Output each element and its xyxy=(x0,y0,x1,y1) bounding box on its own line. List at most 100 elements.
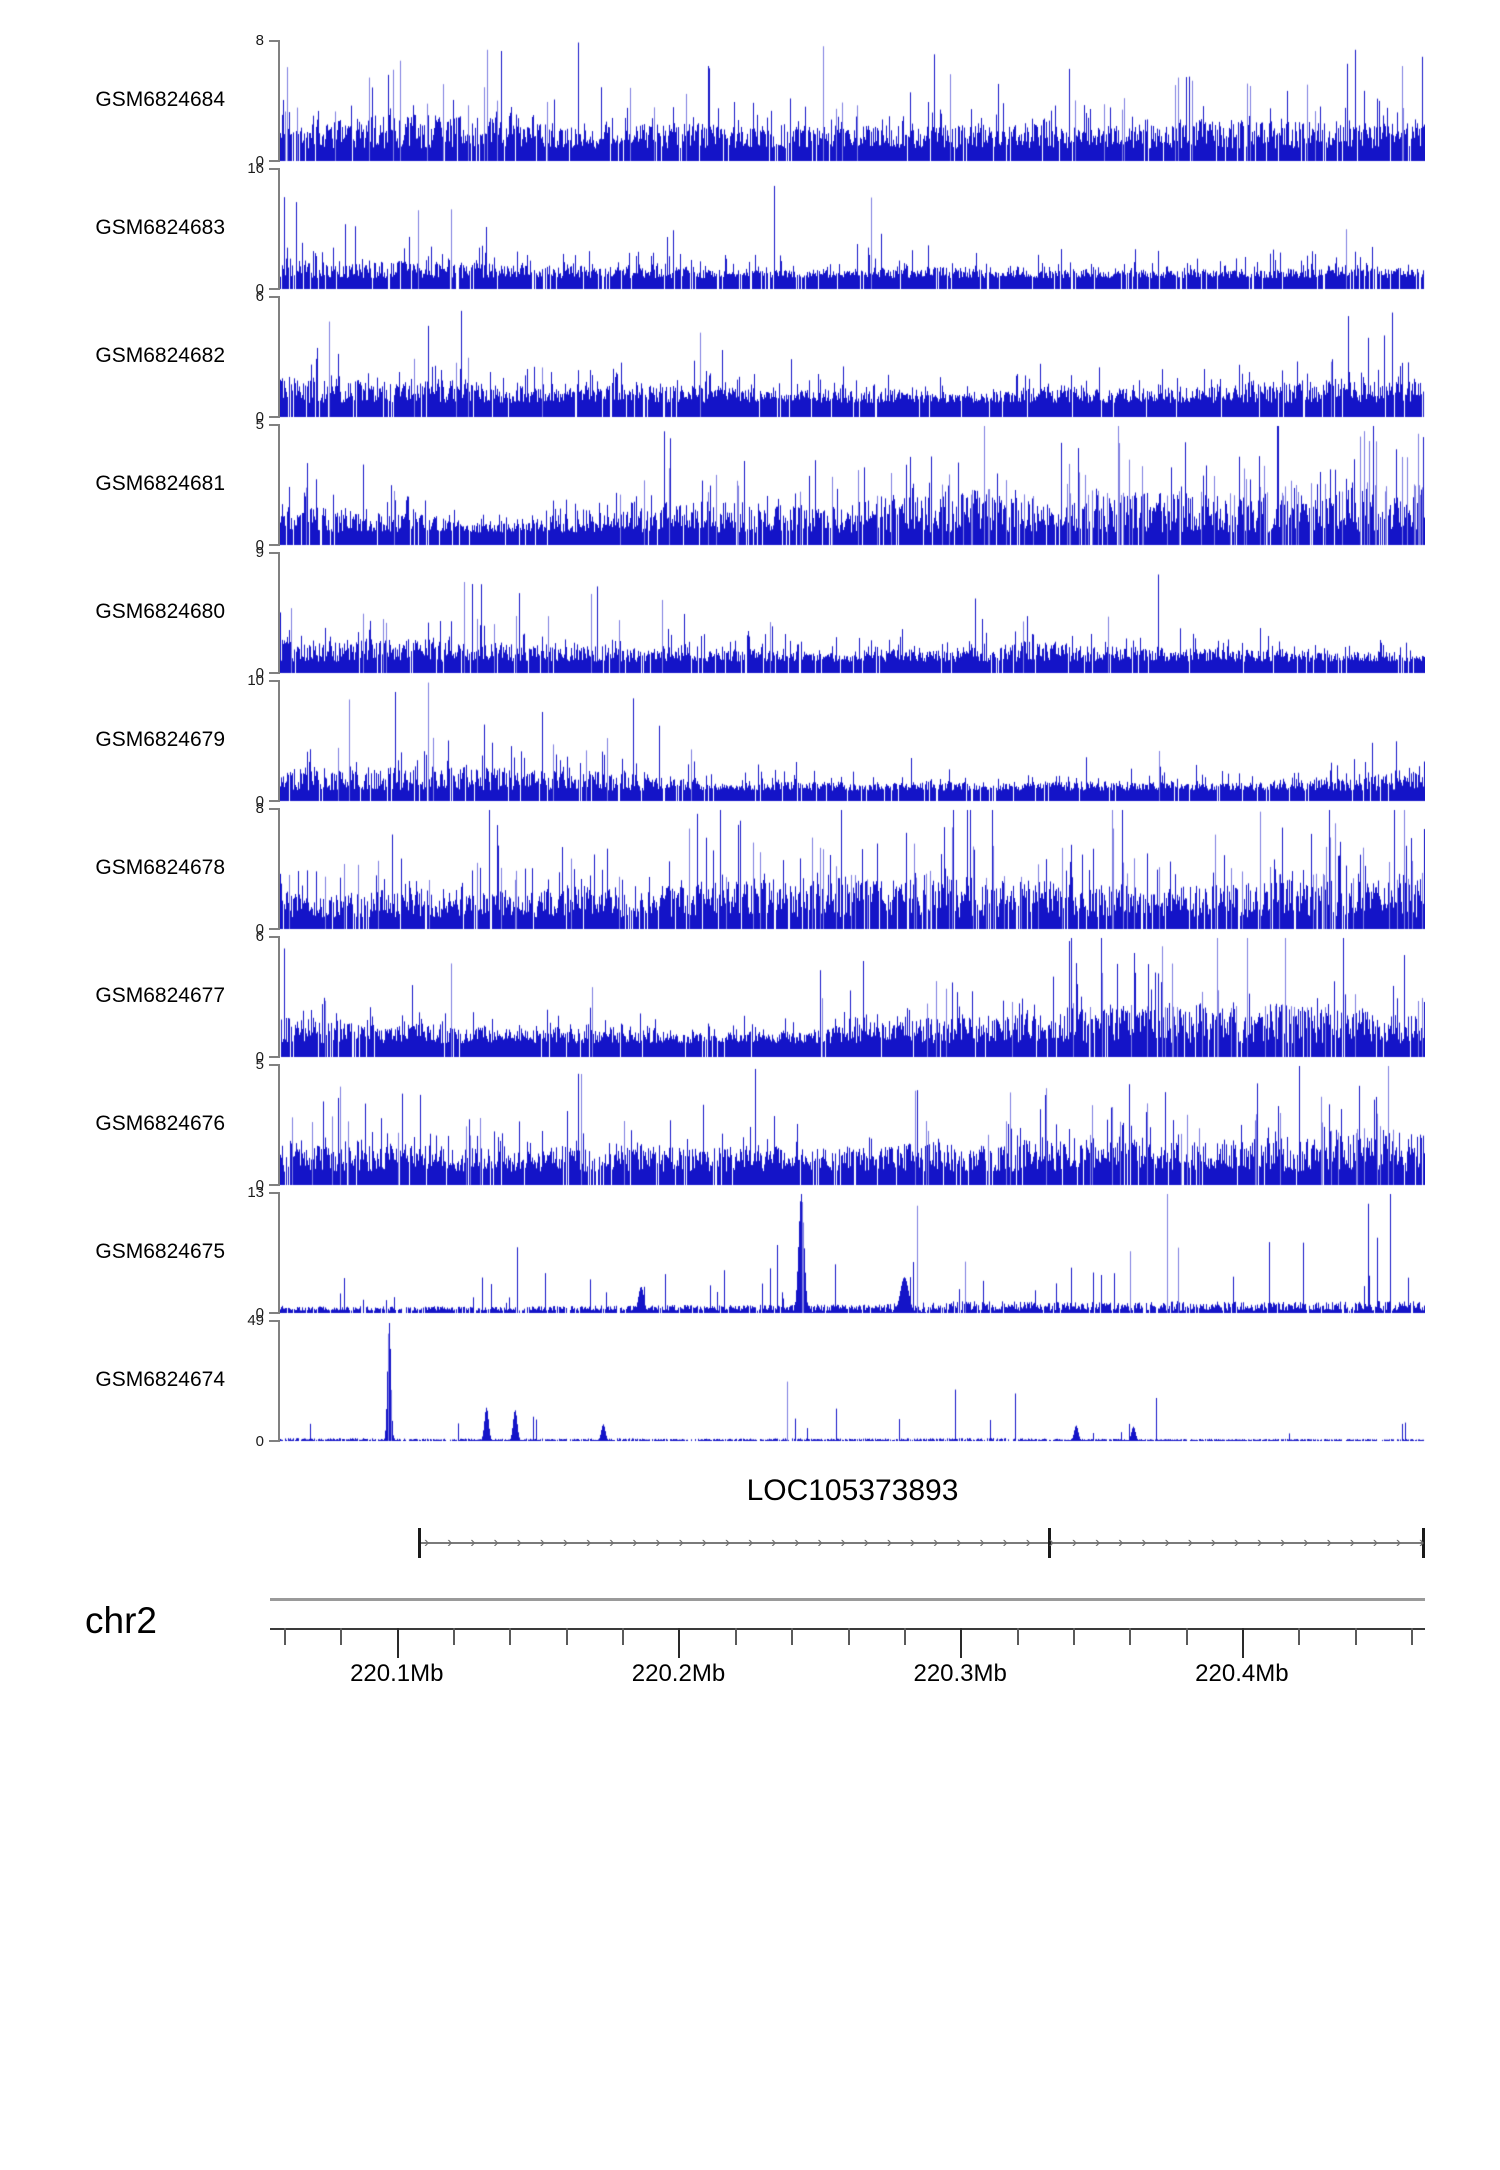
track-label-GSM6824679: GSM6824679 xyxy=(95,728,225,751)
y-axis-min-value: 0 xyxy=(255,409,264,426)
gene-boundary-marker xyxy=(1422,1528,1425,1558)
track-plot-area[interactable] xyxy=(280,552,1425,674)
track-label-GSM6824681: GSM6824681 xyxy=(95,472,225,495)
axis-tick-label: 220.3Mb xyxy=(913,1660,1007,1687)
coverage-track: GSM6824680 9 0 xyxy=(0,545,1500,681)
gene-strand-arrow-icon: › xyxy=(470,1534,476,1551)
gene-strand-arrow-icon: › xyxy=(1002,1534,1008,1551)
gene-strand-arrow-icon: › xyxy=(1257,1534,1263,1551)
coverage-canvas xyxy=(280,40,1425,162)
gene-strand-arrow-icon: › xyxy=(724,1534,731,1551)
track-label-GSM6824676: GSM6824676 xyxy=(95,1112,225,1135)
y-axis-tick-top xyxy=(269,40,280,42)
y-axis-min-value: 0 xyxy=(255,1177,264,1194)
track-plot-area[interactable] xyxy=(280,168,1425,290)
gene-name-label: LOC105373893 xyxy=(746,1474,959,1507)
y-axis-max-value: 9 xyxy=(255,544,264,561)
track-label-GSM6824674: GSM6824674 xyxy=(95,1368,225,1391)
coverage-canvas xyxy=(280,168,1425,290)
y-axis-min-value: 0 xyxy=(255,921,264,938)
gene-strand-arrow-icon: › xyxy=(655,1534,661,1551)
coverage-track: GSM6824681 5 0 xyxy=(0,417,1500,553)
coverage-canvas xyxy=(280,1192,1425,1314)
coverage-track: GSM6824683 16 0 xyxy=(0,161,1500,297)
track-plot-area[interactable] xyxy=(280,680,1425,802)
axis-major-tick xyxy=(1241,1628,1244,1658)
y-axis-line xyxy=(278,40,280,162)
y-axis-tick-top xyxy=(269,1192,280,1194)
gene-strand-arrow-icon: › xyxy=(956,1534,962,1551)
coverage-canvas xyxy=(280,424,1425,546)
gene-strand-arrow-icon: › xyxy=(1095,1534,1101,1551)
gene-strand-arrow-icon: › xyxy=(1118,1534,1124,1551)
track-label-GSM6824678: GSM6824678 xyxy=(95,856,225,879)
coverage-track: GSM6824676 5 0 xyxy=(0,1057,1500,1193)
axis-major-tick xyxy=(396,1628,399,1658)
y-axis-tick-bot xyxy=(269,928,280,930)
track-plot-area[interactable] xyxy=(280,424,1425,546)
track-label-GSM6824680: GSM6824680 xyxy=(95,600,225,623)
coverage-canvas xyxy=(280,808,1425,930)
track-plot-area[interactable] xyxy=(280,936,1425,1058)
gene-boundary-marker xyxy=(418,1528,421,1558)
gene-strand-arrow-icon: › xyxy=(1048,1534,1055,1551)
y-axis-tick-top xyxy=(269,168,280,170)
y-axis-max-value: 8 xyxy=(255,32,264,49)
coverage-canvas xyxy=(280,936,1425,1058)
gene-strand-arrow-icon: › xyxy=(933,1534,939,1551)
track-plot-area[interactable] xyxy=(280,808,1425,930)
track-plot-area[interactable] xyxy=(280,1192,1425,1314)
coverage-track: GSM6824682 6 0 xyxy=(0,289,1500,425)
axis-minor-tick xyxy=(453,1628,456,1645)
y-axis-min-value: 0 xyxy=(255,793,264,810)
gene-strand-arrow-icon: › xyxy=(1025,1534,1031,1551)
y-axis-line xyxy=(278,552,280,674)
y-axis-tick-top xyxy=(269,936,280,938)
y-axis-tick-bot xyxy=(269,288,280,290)
gene-strand-arrow-icon: › xyxy=(817,1534,823,1551)
gene-strand-arrow-icon: › xyxy=(609,1534,615,1551)
y-axis-line xyxy=(278,424,280,546)
coverage-canvas xyxy=(280,1064,1425,1186)
gene-strand-arrow-icon: › xyxy=(1349,1534,1355,1551)
y-axis-min-value: 0 xyxy=(255,1305,264,1322)
gene-strand-arrow-icon: › xyxy=(1280,1534,1286,1551)
axis-minor-tick xyxy=(1185,1628,1188,1645)
axis-tick-label: 220.4Mb xyxy=(1195,1660,1289,1687)
track-y-axis: 16 0 xyxy=(247,161,280,297)
gene-strand-arrow-icon: › xyxy=(1372,1534,1379,1551)
y-axis-tick-top xyxy=(269,1064,280,1066)
axis-minor-tick xyxy=(340,1628,343,1645)
y-axis-min-value: 0 xyxy=(255,537,264,554)
gene-strand-arrow-icon: › xyxy=(840,1534,846,1551)
track-plot-area[interactable] xyxy=(280,40,1425,162)
gene-boundary-marker xyxy=(1048,1528,1052,1558)
y-axis-tick-bot xyxy=(269,1440,280,1442)
coverage-canvas xyxy=(280,552,1425,674)
gene-strand-arrow-icon: › xyxy=(1141,1534,1147,1551)
track-plot-area[interactable] xyxy=(280,1320,1425,1442)
genome-coordinate-axis[interactable]: 220.1Mb 220.2Mb 220.3Mb 220.4Mb xyxy=(270,1598,1425,1698)
coverage-track: GSM6824675 13 0 xyxy=(0,1185,1500,1321)
axis-minor-tick xyxy=(1016,1628,1019,1645)
y-axis-tick-bot xyxy=(269,1312,280,1314)
track-plot-area[interactable] xyxy=(280,1064,1425,1186)
gene-strand-arrow-icon: › xyxy=(447,1534,453,1551)
coverage-track: GSM6824679 10 0 xyxy=(0,673,1500,809)
track-plot-area[interactable] xyxy=(280,296,1425,418)
gene-strand-arrow-icon: › xyxy=(1419,1534,1425,1551)
y-axis-tick-bot xyxy=(269,1056,280,1058)
axis-minor-tick xyxy=(791,1628,794,1645)
track-label-GSM6824682: GSM6824682 xyxy=(95,344,225,367)
y-axis-tick-top xyxy=(269,680,280,682)
gene-strand-arrow-icon: › xyxy=(909,1534,916,1551)
gene-model-track[interactable]: › › › › › › › › › › › › › › › › › › › › › › › › › › › › › › › › › › › › › › › ›… xyxy=(418,1526,1425,1560)
axis-minor-tick xyxy=(734,1628,737,1645)
gene-strand-arrow-icon: › xyxy=(678,1534,684,1551)
